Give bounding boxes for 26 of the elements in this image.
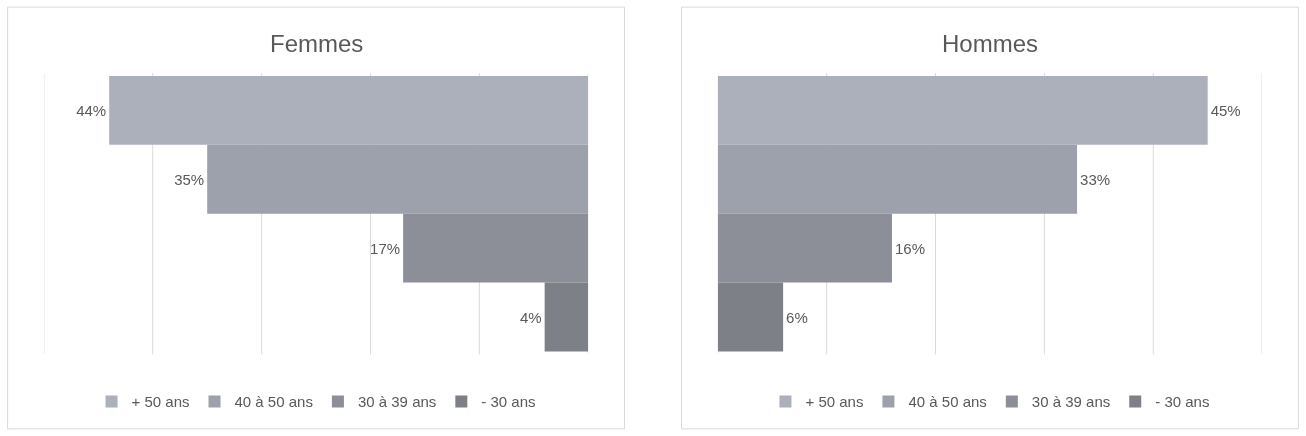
bar — [109, 75, 589, 145]
data-label: 17% — [370, 239, 401, 257]
bar — [544, 282, 589, 352]
data-label: 35% — [174, 170, 205, 188]
bar — [717, 282, 784, 352]
legend-label: 30 à 39 ans — [357, 393, 437, 411]
legend-label: - 30 ans — [1155, 393, 1210, 411]
bar — [717, 213, 892, 283]
data-label: 6% — [786, 308, 808, 326]
legend-label: 40 à 50 ans — [908, 393, 987, 411]
chart-title: Femmes — [270, 30, 364, 57]
bar — [403, 213, 589, 283]
data-label: 16% — [894, 239, 926, 257]
data-label: 4% — [519, 308, 542, 326]
bar — [717, 144, 1078, 214]
legend-label: + 50 ans — [805, 393, 864, 411]
data-label: 45% — [1210, 101, 1241, 119]
bar — [207, 144, 589, 214]
legend-label: - 30 ans — [481, 393, 536, 411]
data-label: 44% — [76, 101, 107, 119]
bar — [717, 75, 1208, 145]
chart-title: Hommes — [942, 30, 1039, 57]
data-label: 33% — [1080, 170, 1111, 188]
legend-label: + 50 ans — [131, 393, 190, 411]
legend-label: 30 à 39 ans — [1031, 393, 1111, 411]
legend-label: 40 à 50 ans — [234, 393, 313, 411]
